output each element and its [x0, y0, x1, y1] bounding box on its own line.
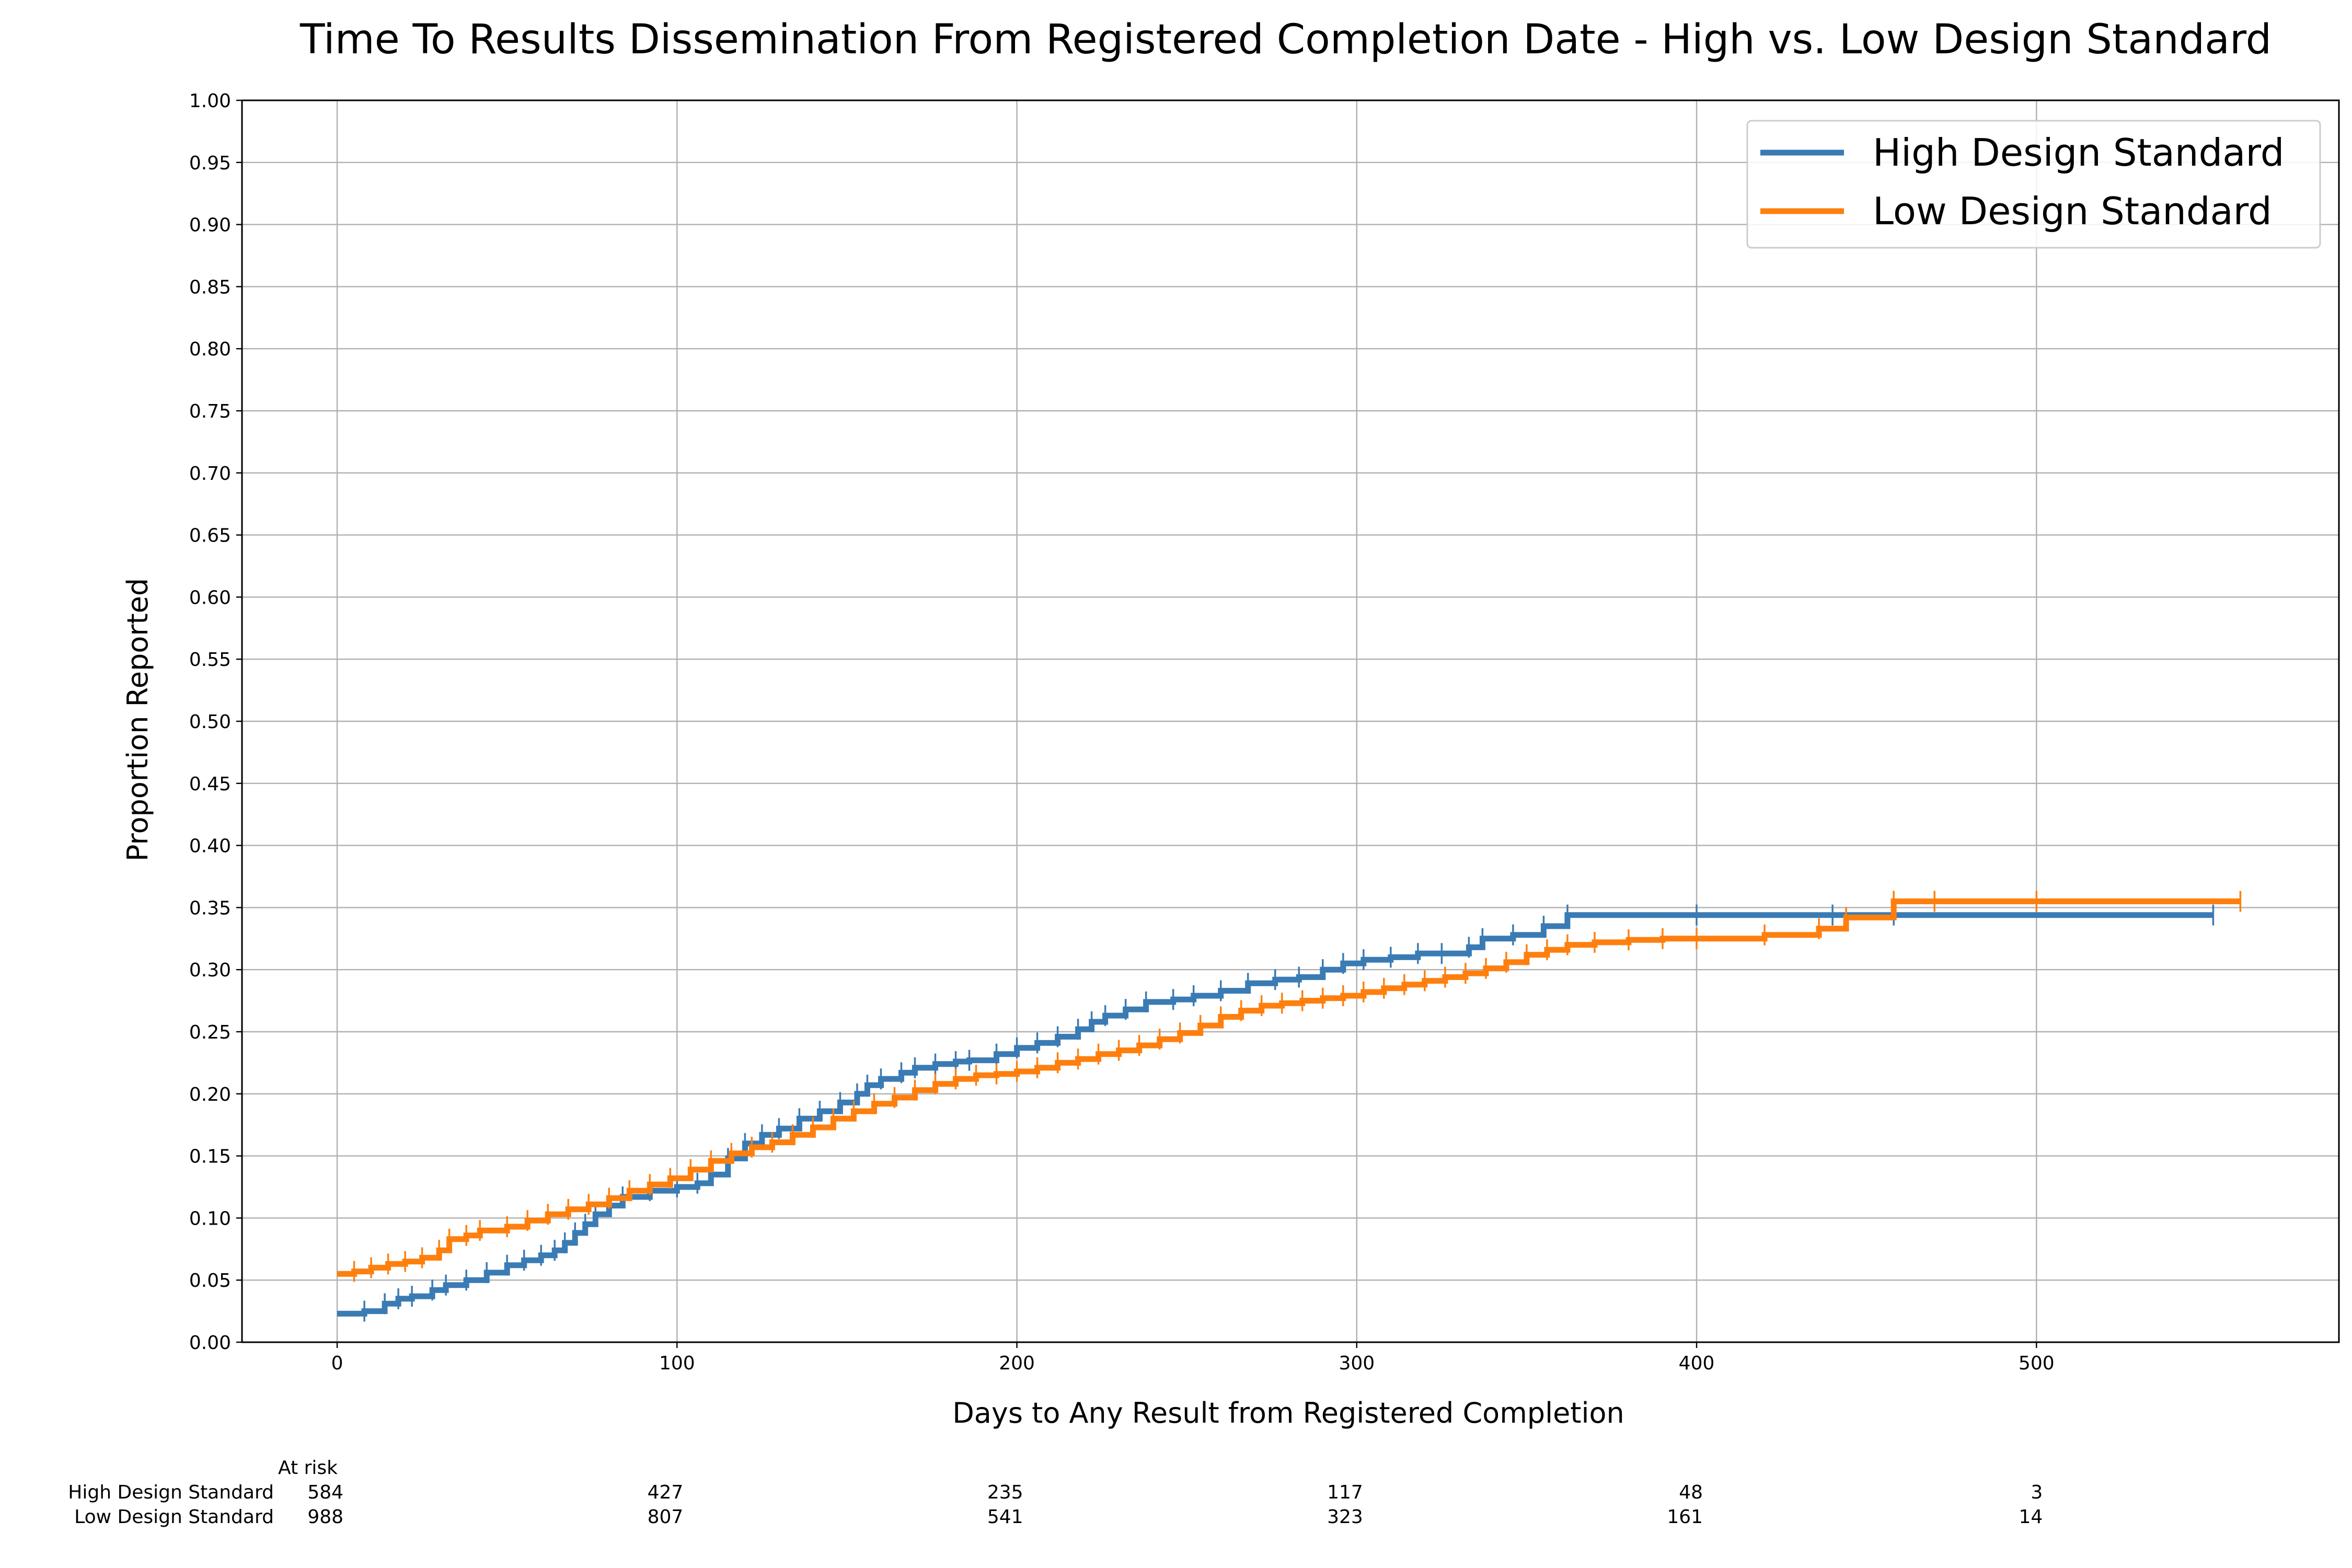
at-risk-value: 14	[2019, 1506, 2043, 1528]
y-tick-label: 0.20	[189, 1084, 231, 1105]
y-tick-label: 0.30	[189, 960, 231, 981]
y-tick-label: 0.00	[189, 1332, 231, 1354]
y-tick-label: 0.75	[189, 401, 231, 422]
at-risk-value: 3	[2031, 1482, 2043, 1503]
legend: High Design Standard Low Design Standard	[1746, 120, 2321, 249]
y-axis: 0.00 0.05 0.10 0.15 0.20 0.25 0.30 0.35 0.40 0.45…	[189, 90, 242, 1354]
at-risk-value: 427	[648, 1482, 684, 1503]
y-tick-label: 0.65	[189, 525, 231, 547]
legend-label: High Design Standard	[1873, 131, 2284, 175]
at-risk-value: 117	[1327, 1482, 1363, 1503]
x-tick-label: 100	[659, 1353, 695, 1374]
series-layer	[337, 891, 2242, 1322]
legend-label: Low Design Standard	[1873, 189, 2272, 233]
at-risk-row-label: High Design Standard	[68, 1482, 274, 1503]
y-tick-label: 0.70	[189, 463, 231, 485]
y-tick-label: 0.90	[189, 215, 231, 236]
at-risk-value: 584	[307, 1482, 343, 1503]
at-risk-value: 988	[307, 1506, 343, 1528]
x-tick-label: 0	[331, 1353, 343, 1374]
at-risk-row-label: Low Design Standard	[74, 1506, 274, 1528]
x-tick-label: 200	[999, 1353, 1035, 1374]
x-tick-label: 500	[2019, 1353, 2055, 1374]
at-risk-value: 323	[1327, 1506, 1363, 1528]
at-risk-value: 48	[1679, 1482, 1703, 1503]
y-tick-label: 0.55	[189, 649, 231, 671]
at-risk-header: At risk	[278, 1457, 338, 1479]
y-tick-label: 0.15	[189, 1146, 231, 1168]
at-risk-value: 161	[1667, 1506, 1703, 1528]
y-tick-label: 0.95	[189, 153, 231, 174]
x-axis-label: Days to Any Result from Registered Compl…	[952, 1397, 1624, 1429]
y-axis-label: Proportion Reported	[121, 578, 154, 861]
y-tick-label: 0.10	[189, 1208, 231, 1229]
x-tick-label: 400	[1679, 1353, 1715, 1374]
x-axis: 0 100 200 300 400 500	[331, 1342, 2055, 1374]
grid	[242, 99, 2339, 1343]
y-tick-label: 0.50	[189, 711, 231, 733]
at-risk-value: 235	[987, 1482, 1023, 1503]
y-tick-label: 0.80	[189, 339, 231, 360]
y-tick-label: 1.00	[189, 90, 231, 112]
at-risk-value: 541	[987, 1506, 1023, 1528]
y-tick-label: 0.85	[189, 276, 231, 298]
y-tick-label: 0.05	[189, 1270, 231, 1292]
chart-title: Time To Results Dissemination From Regis…	[299, 16, 2272, 63]
y-tick-label: 0.35	[189, 897, 231, 919]
y-tick-label: 0.40	[189, 836, 231, 857]
y-tick-label: 0.45	[189, 774, 231, 795]
x-tick-label: 300	[1339, 1353, 1375, 1374]
y-tick-label: 0.25	[189, 1022, 231, 1043]
legend-box	[1746, 120, 2321, 249]
y-tick-label: 0.60	[189, 587, 231, 608]
at-risk-value: 807	[648, 1506, 684, 1528]
